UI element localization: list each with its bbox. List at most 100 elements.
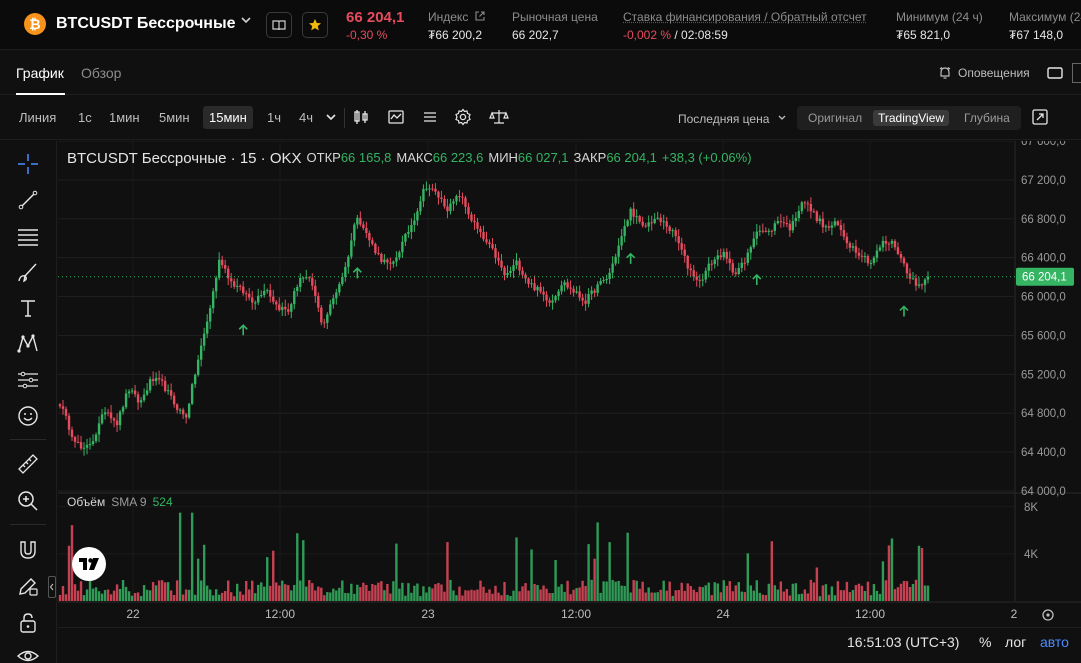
candle-body [281,306,284,311]
text-tool-icon[interactable] [16,296,40,320]
fullscreen-icon[interactable] [1031,108,1049,126]
volume-bar [668,581,671,601]
pair-title[interactable]: BTCUSDT Бессрочные [56,15,236,32]
candle-body [623,226,626,237]
candle-body [338,284,341,293]
scales-icon[interactable] [489,108,509,126]
volume-bar [157,580,161,601]
auto-toggle[interactable]: авто [1040,634,1069,650]
favorite-button[interactable] [302,12,328,38]
pencil-lock-icon[interactable] [16,574,40,598]
candle-body [863,256,867,258]
percent-toggle[interactable]: % [979,634,992,650]
view-tradingview[interactable]: TradingView [873,110,950,126]
candle-body [245,293,248,295]
tf-1h[interactable]: 1ч [267,110,282,125]
volume-bar [452,590,455,601]
volume-bar [740,591,743,601]
candle-body [449,203,452,212]
volume-bar [512,590,515,601]
price-chart[interactable]: 67 600,0 67 200,0 66 800,0 66 400,0 66 000,0… [58,136,1081,627]
candle-body [305,277,308,279]
volume-bar [902,580,906,601]
tf-15m[interactable]: 15мин [203,106,253,129]
gear-icon[interactable] [454,108,472,126]
chart-area[interactable]: 67 600,0 67 200,0 66 800,0 66 400,0 66 000,0… [58,136,1081,627]
legend-low-label: МИН [488,150,518,165]
time-tick-label: 12:00 [855,607,885,621]
lock-icon[interactable] [16,611,40,635]
tf-line[interactable]: Линия [19,110,57,125]
external-link-icon[interactable] [475,11,485,21]
volume-bar [566,580,569,601]
log-toggle[interactable]: лог [1005,634,1027,650]
indicators-icon[interactable] [387,108,405,126]
ruler-icon[interactable] [16,452,40,476]
alerts-button[interactable]: Оповещения [938,66,1030,80]
candle-body [211,291,215,309]
candle-body [64,408,68,416]
volume-bar [764,595,768,601]
layout-icon[interactable] [1047,66,1063,85]
horizontal-lines-icon[interactable] [16,224,40,248]
volume-bar [275,582,278,601]
stat-index[interactable]: Индекс ₮66 200,2 [428,10,485,42]
magnet-icon[interactable] [16,538,40,562]
tab-chart[interactable]: График [16,65,64,81]
candle-body [217,259,221,278]
eye-icon[interactable] [16,644,40,663]
forecast-icon[interactable] [16,368,40,392]
candle-body [803,202,807,204]
chevron-down-icon[interactable] [324,110,342,128]
volume-bar [428,586,431,601]
volume-bar [794,583,798,601]
pattern-icon[interactable] [16,332,40,356]
chevron-down-icon[interactable] [240,14,252,29]
price-tick-label: 64 000,0 [1021,486,1066,498]
tf-1m[interactable]: 1мин [109,110,140,125]
volume-bar [569,594,572,601]
top-header: ₿ BTCUSDT Бессрочные 66 204,1 -0,30 % Ин… [0,0,1081,50]
brush-icon[interactable] [16,260,40,284]
price-type-select[interactable]: Последняя цена [678,112,787,126]
volume-bar [130,595,134,601]
trendline-icon[interactable] [16,188,40,212]
zoom-in-icon[interactable] [16,489,40,513]
candle-body [677,236,680,244]
volume-bar [851,590,855,601]
candle-body [223,265,227,269]
view-original[interactable]: Оригинал [808,111,863,125]
tf-4h[interactable]: 4ч [299,110,314,125]
volume-bar [620,585,623,601]
tf-1s[interactable]: 1с [78,110,92,125]
view-mode-switch: Оригинал TradingView Глубина [797,106,1021,130]
panel-toggle[interactable] [1072,63,1081,83]
volume-bar [368,590,371,601]
price-tick-label: 66 800,0 [1021,214,1066,226]
candles-icon[interactable] [352,108,370,126]
candle-body [770,230,774,232]
time-axis[interactable]: 22 12:00 23 12:00 24 12:00 2 [126,607,1054,621]
candle-body [257,295,260,303]
volume-bar [704,585,707,601]
clock[interactable]: 16:51:03 (UTC+3) [847,634,960,650]
tf-5m[interactable]: 5мин [159,110,190,125]
view-depth[interactable]: Глубина [964,111,1010,125]
emoji-icon[interactable] [16,404,40,428]
candle-body [380,253,383,263]
candle-body [662,221,665,223]
star-icon [309,19,321,31]
list-settings-icon[interactable] [421,108,439,126]
crosshair-icon[interactable] [16,152,40,176]
volume-bar [572,589,575,601]
candle-body [533,283,536,291]
info-book-button[interactable] [266,12,292,38]
candle-body [142,394,146,401]
tradingview-logo[interactable] [72,547,106,581]
volume-bar [716,583,719,601]
price-axis[interactable]: 67 600,0 67 200,0 66 800,0 66 400,0 66 000,0… [1016,136,1074,561]
candle-body [139,400,143,403]
collapse-toolbar-button[interactable] [48,576,56,598]
volume-bar [245,580,248,601]
tab-overview[interactable]: Обзор [81,65,122,81]
